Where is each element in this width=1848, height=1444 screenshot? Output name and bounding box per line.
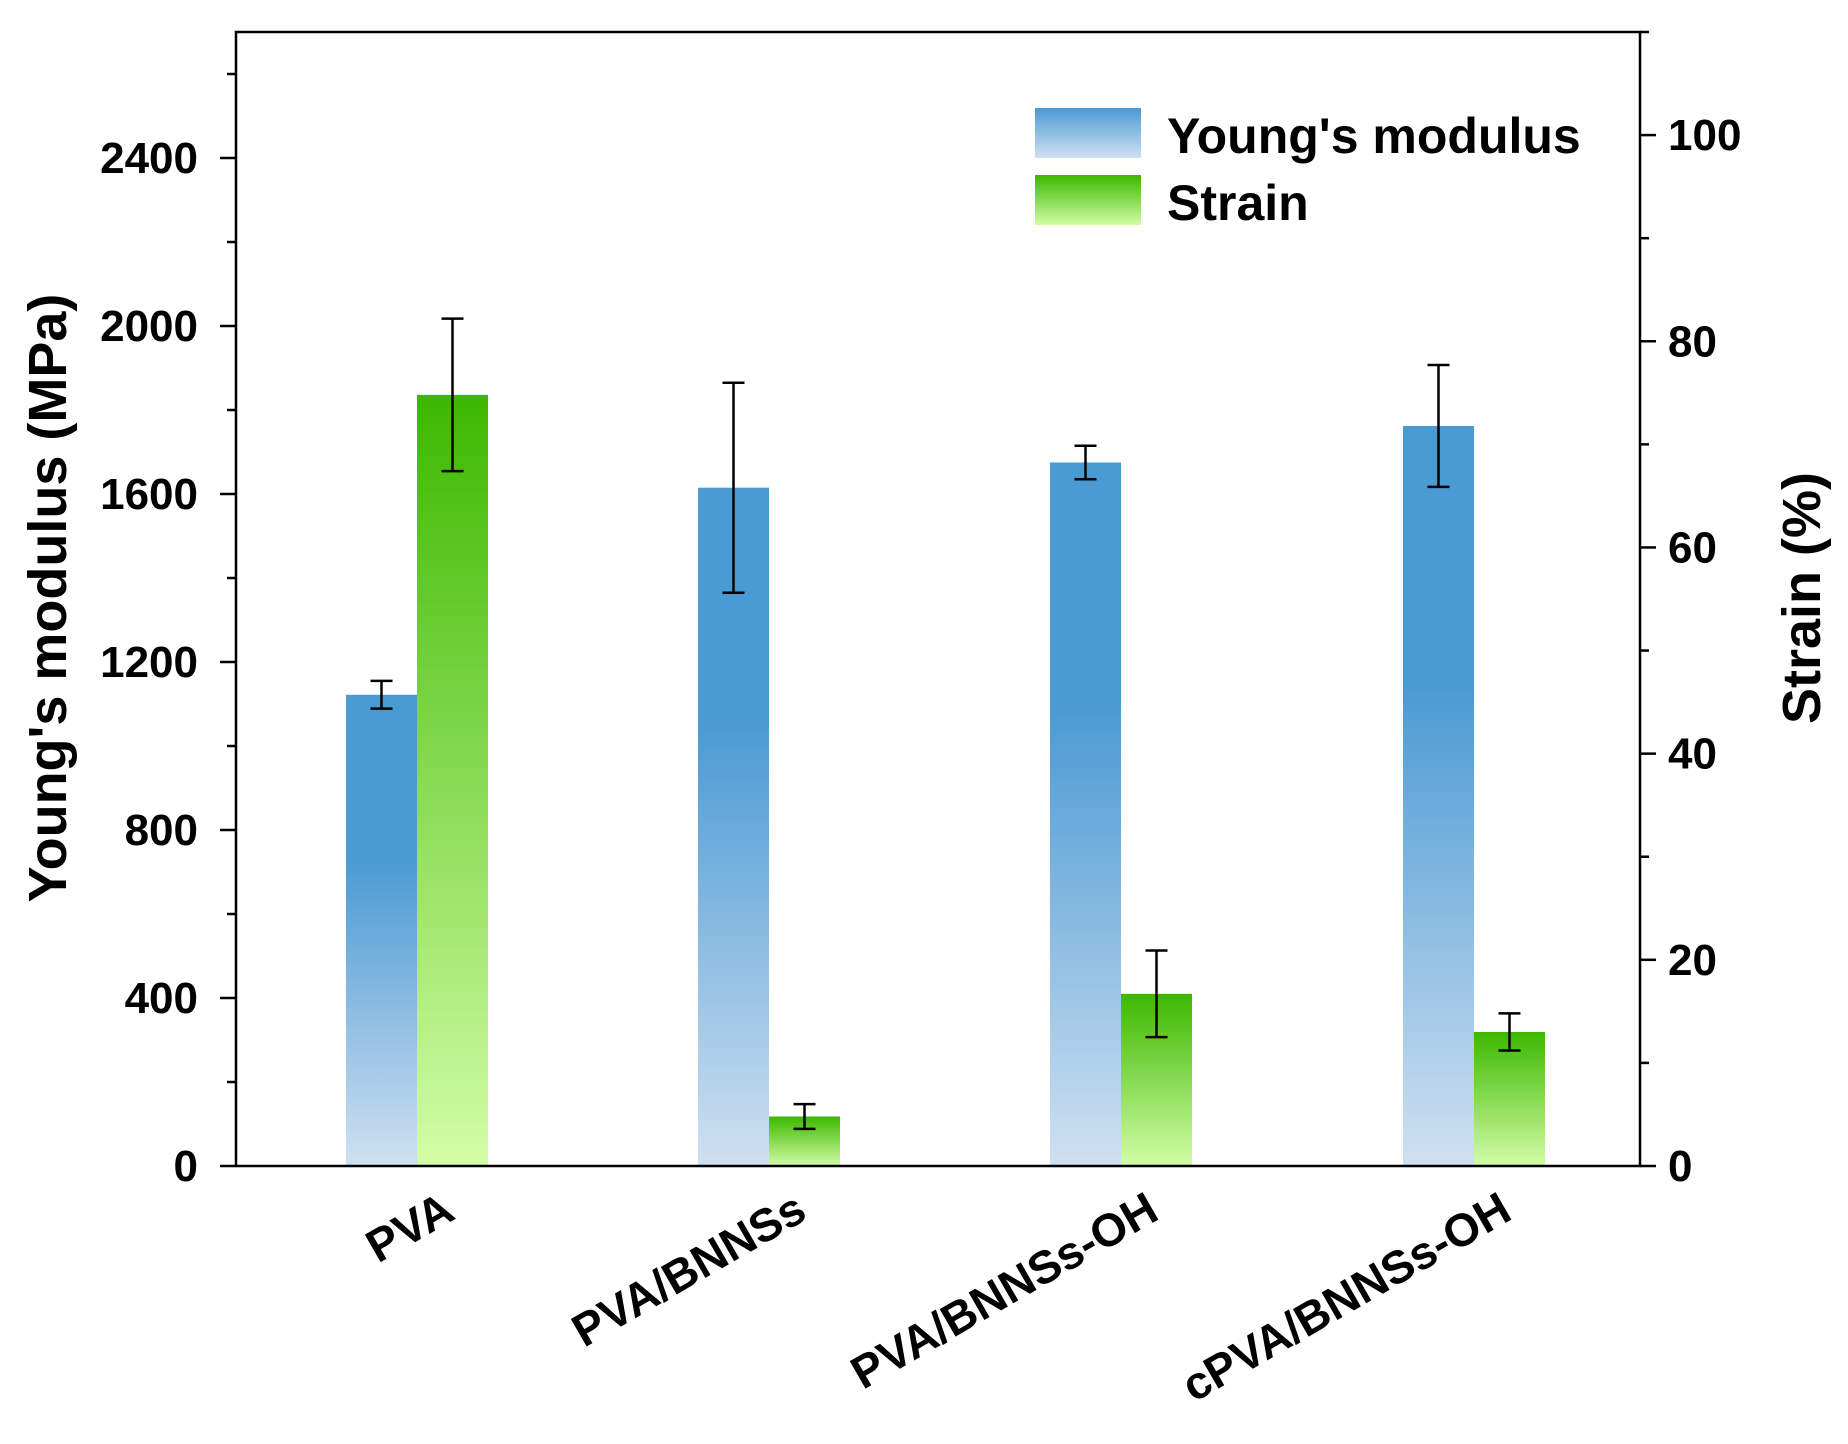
category-label-2: PVA/BNNSs-OH [842,1182,1166,1399]
error-strain-0 [441,317,464,473]
left-tick-label-5: 2000 [100,302,198,351]
right-tick-label-0: 0 [1668,1142,1692,1191]
bars-layer [346,394,1545,1167]
right-tick-label-2: 40 [1668,730,1717,779]
category-label-3: cPVA/BNNSs-OH [1173,1182,1519,1412]
error-modulus-3 [1427,363,1450,489]
legend-swatch-strain [1035,175,1141,225]
error-strain-3 [1498,1012,1521,1052]
bar-modulus-0 [346,694,417,1166]
right-tick-label-4: 80 [1668,317,1717,366]
error-modulus-0 [370,679,393,710]
bar-strain-3 [1474,1031,1545,1166]
left-tick-label-4: 1600 [100,470,198,519]
bar-modulus-2 [1050,462,1121,1166]
right-tick-label-3: 60 [1668,523,1717,572]
bar-strain-0 [417,394,488,1166]
left-tick-label-1: 400 [125,974,198,1023]
left-tick-label-2: 800 [125,806,198,855]
error-strain-1 [793,1102,816,1131]
right-tick-label-5: 100 [1668,111,1741,160]
category-label-0: PVA [357,1182,462,1273]
bar-modulus-3 [1403,425,1474,1167]
left-tick-label-3: 1200 [100,638,198,687]
legend-swatch-modulus [1035,108,1141,158]
bar-modulus-1 [698,487,769,1166]
error-bars-layer [370,317,1521,1131]
left-tick-label-6: 2400 [100,134,198,183]
left-tick-label-0: 0 [174,1142,198,1191]
plot-frame [234,30,1642,1168]
left-axis-title: Young's modulus (MPa) [18,294,78,903]
legend-label-strain: Strain [1167,175,1309,231]
error-modulus-2 [1074,444,1097,481]
category-label-1: PVA/BNNSs [563,1182,814,1357]
legend: Young's modulus Strain [1035,108,1581,231]
legend-label-modulus: Young's modulus [1167,108,1581,164]
right-axis-title: Strain (%) [1772,472,1832,724]
right-tick-label-1: 20 [1668,936,1717,985]
error-modulus-1 [722,381,745,594]
error-strain-2 [1145,949,1168,1039]
